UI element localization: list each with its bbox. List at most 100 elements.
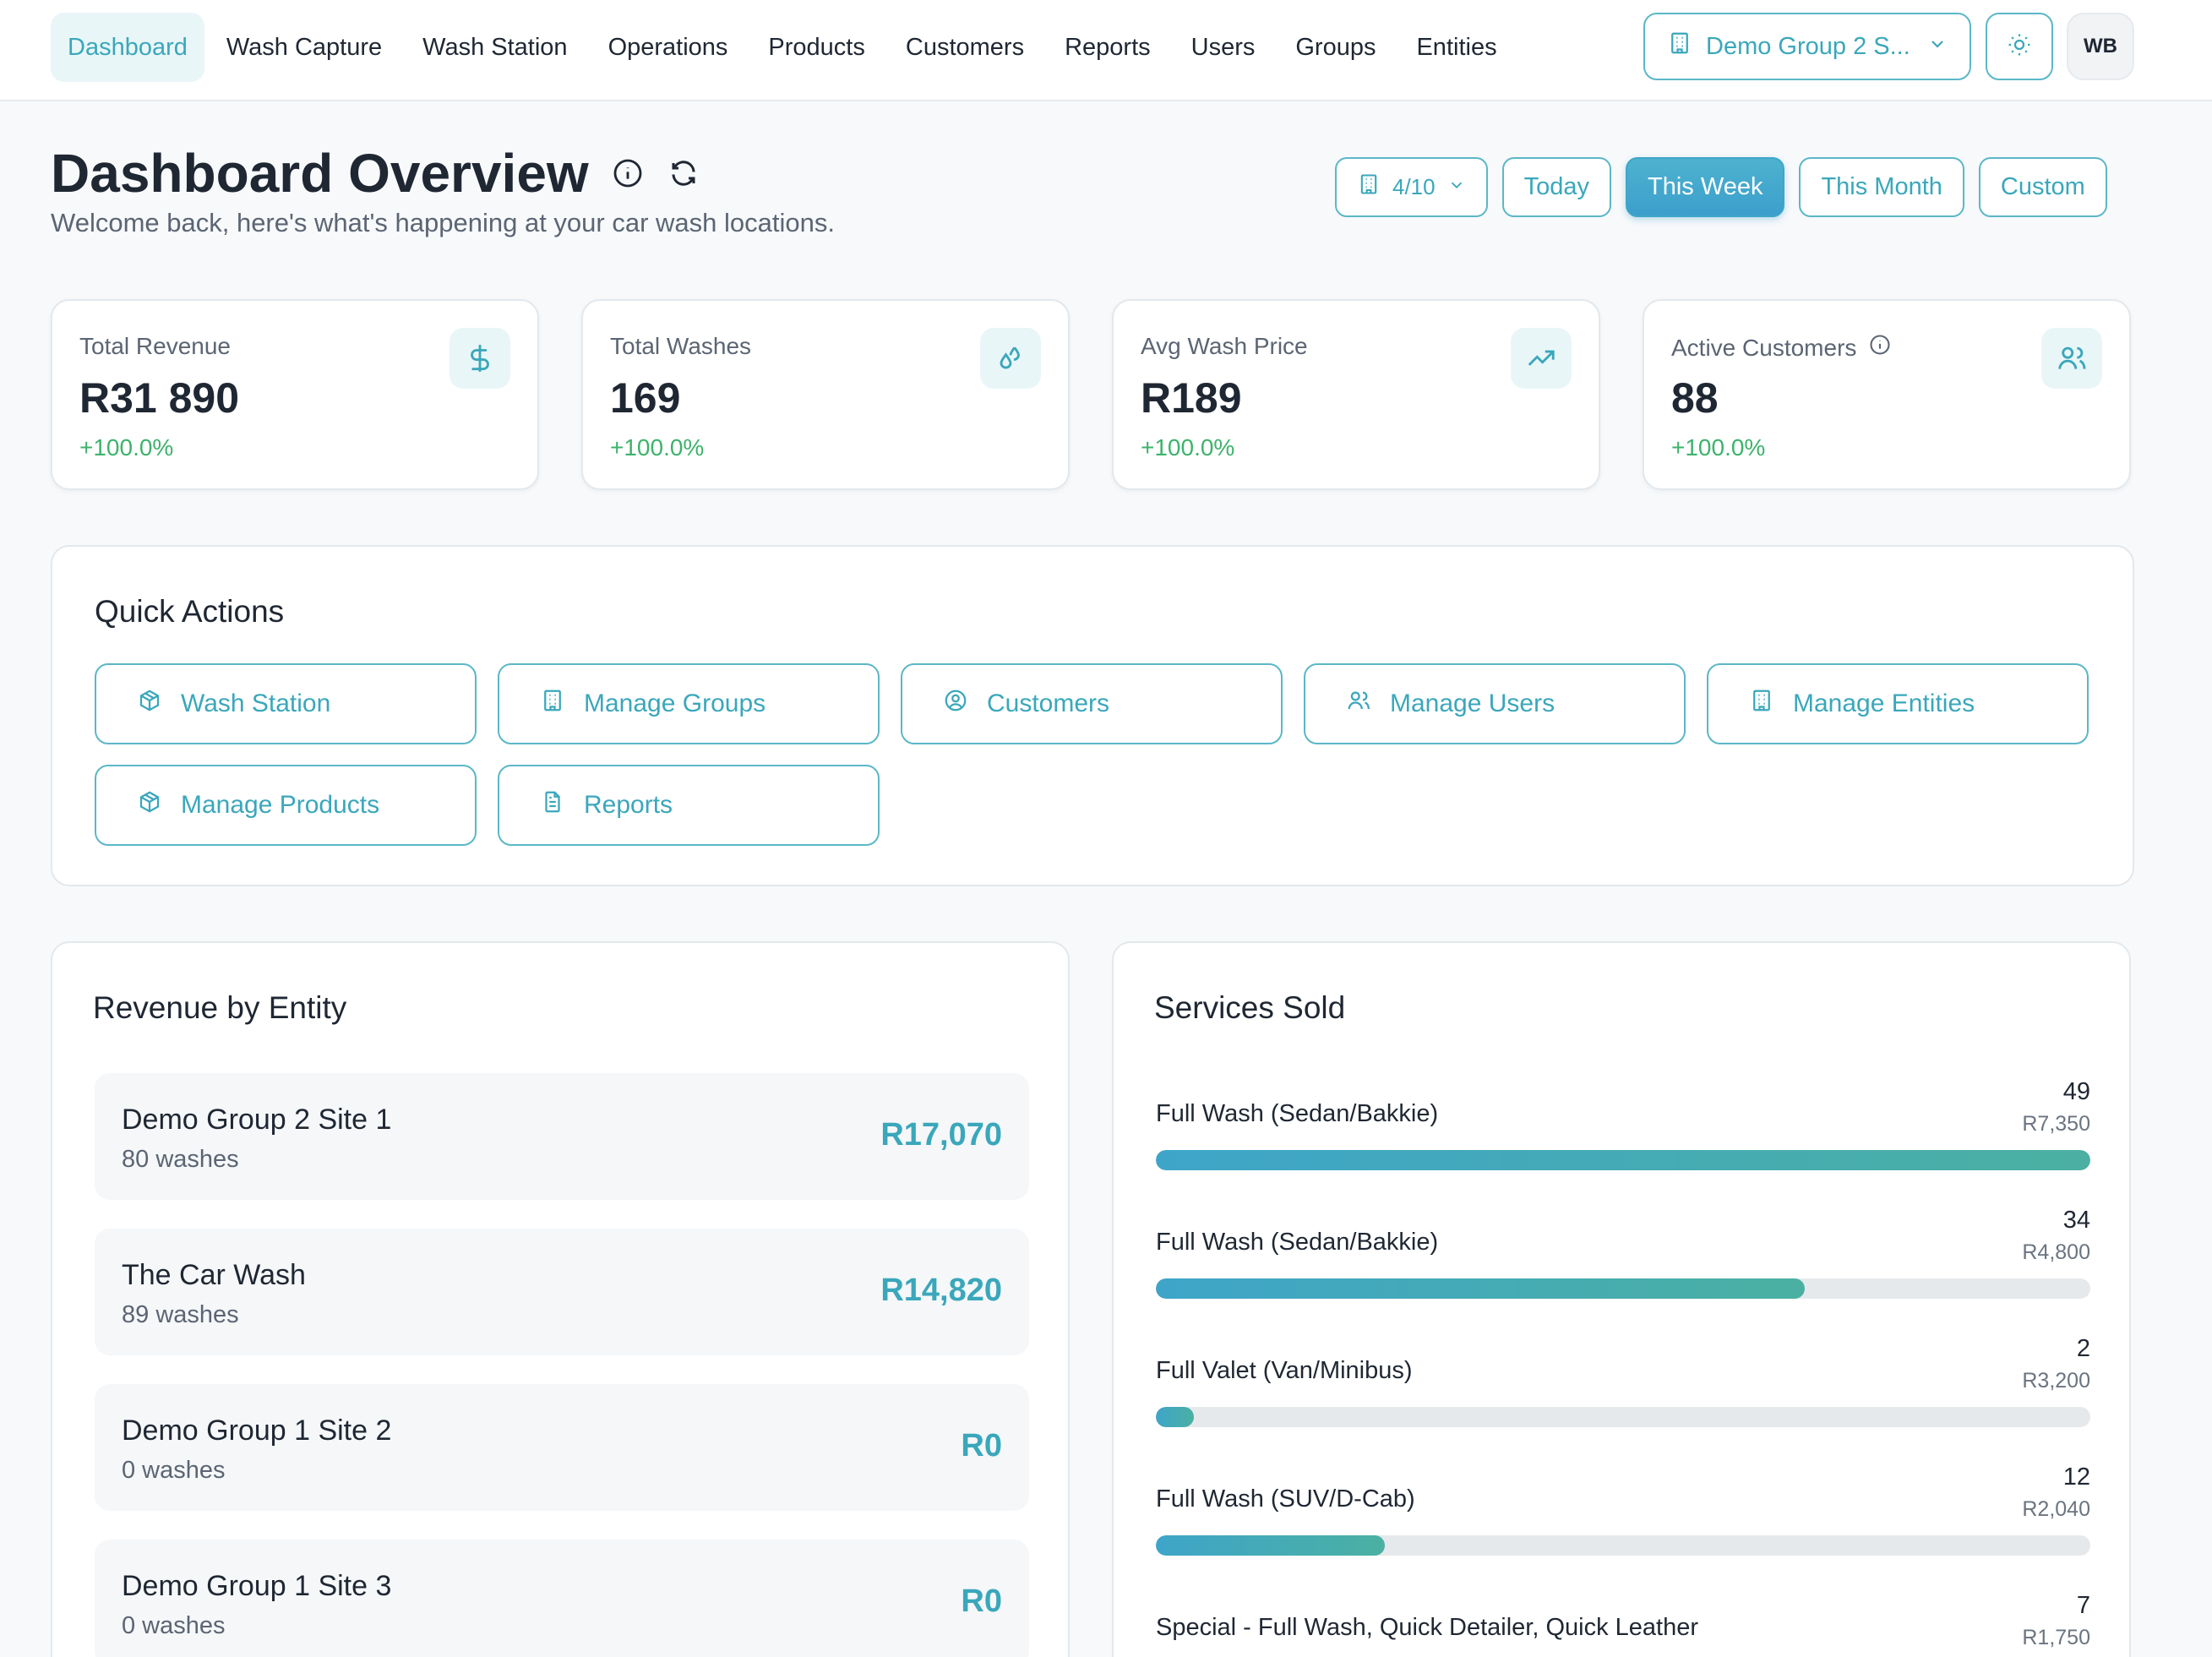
quick-action-manage-users[interactable]: Manage Users — [1304, 663, 1686, 744]
stat-change: +100.0% — [1671, 434, 1766, 461]
entity-washes: 89 washes — [122, 1301, 239, 1328]
service-progress-track — [1156, 1535, 2090, 1556]
entity-amount: R0 — [961, 1583, 1002, 1619]
service-progress-fill — [1156, 1535, 1385, 1556]
service-row: Full Wash (Sedan/Bakkie) 34 R4,800 — [1156, 1207, 2090, 1333]
stat-card-total-revenue: Total Revenue R31 890 +100.0% — [51, 299, 539, 490]
service-count: 49 — [2062, 1078, 2090, 1105]
services-sold-panel: Services Sold Full Wash (Sedan/Bakkie) 4… — [1112, 941, 2131, 1657]
quick-action-manage-entities[interactable]: Manage Entities — [1707, 663, 2089, 744]
group-select-label: Demo Group 2 S... — [1706, 32, 1910, 60]
entity-name: The Car Wash — [122, 1259, 306, 1291]
theme-toggle-button[interactable] — [1986, 13, 2053, 80]
service-count: 2 — [2076, 1335, 2090, 1362]
entity-count-label: 4/10 — [1392, 174, 1436, 199]
service-name: Full Wash (SUV/D-Cab) — [1156, 1485, 1415, 1513]
nav-item-users[interactable]: Users — [1190, 33, 1256, 61]
quick-action-manage-groups[interactable]: Manage Groups — [498, 663, 880, 744]
service-progress-track — [1156, 1150, 2090, 1170]
chevron-down-icon — [1447, 173, 1466, 201]
service-row: Full Wash (SUV/D-Cab) 12 R2,040 — [1156, 1464, 2090, 1590]
stat-card-avg-wash-price: Avg Wash Price R189 +100.0% — [1112, 299, 1600, 490]
top-navigation: Dashboard Wash Capture Wash Station Oper… — [0, 0, 2212, 101]
entity-washes: 80 washes — [122, 1146, 239, 1173]
nav-item-dashboard[interactable]: Dashboard — [51, 13, 204, 82]
entity-row[interactable]: The Car Wash 89 washes R14,820 — [95, 1229, 1029, 1355]
building-icon — [1749, 688, 1774, 720]
entity-amount: R17,070 — [880, 1117, 1002, 1153]
page-title: Dashboard Overview — [51, 143, 589, 204]
nav-item-wash-station[interactable]: Wash Station — [422, 33, 568, 61]
info-icon[interactable] — [1868, 333, 1892, 362]
nav-item-products[interactable]: Products — [768, 33, 865, 61]
range-today-button[interactable]: Today — [1501, 157, 1611, 217]
range-custom-button[interactable]: Custom — [1978, 157, 2107, 217]
stat-value: R189 — [1141, 374, 1242, 422]
service-name: Full Valet (Van/Minibus) — [1156, 1357, 1413, 1384]
quick-action-label: Manage Entities — [1793, 690, 1975, 717]
quick-action-label: Manage Users — [1390, 690, 1555, 717]
entity-washes: 0 washes — [122, 1612, 226, 1639]
service-amount: R1,750 — [2022, 1626, 2090, 1649]
entity-washes: 0 washes — [122, 1457, 226, 1484]
service-count: 7 — [2076, 1592, 2090, 1619]
refresh-icon[interactable] — [667, 156, 700, 190]
stat-label: Total Washes — [610, 333, 752, 359]
stat-value: 88 — [1671, 374, 1719, 422]
nav-item-operations[interactable]: Operations — [607, 33, 728, 61]
trending-up-icon — [1511, 328, 1572, 389]
entity-amount: R14,820 — [880, 1273, 1002, 1308]
service-row: Full Valet (Van/Minibus) 2 R3,200 — [1156, 1335, 2090, 1462]
chevron-down-icon — [1927, 33, 1948, 61]
quick-action-reports[interactable]: Reports — [498, 765, 880, 846]
building-icon — [1667, 30, 1692, 63]
quick-action-label: Customers — [987, 690, 1110, 717]
stat-change: +100.0% — [610, 434, 705, 461]
stat-change: +100.0% — [1141, 434, 1235, 461]
droplets-icon — [980, 328, 1041, 389]
nav-item-customers[interactable]: Customers — [905, 33, 1025, 61]
services-sold-title: Services Sold — [1154, 990, 1346, 1025]
info-icon[interactable] — [611, 156, 645, 190]
nav-item-entities[interactable]: Entities — [1416, 33, 1497, 61]
service-amount: R4,800 — [2022, 1240, 2090, 1264]
service-amount: R3,200 — [2022, 1369, 2090, 1393]
service-progress-track — [1156, 1407, 2090, 1427]
stat-value: 169 — [610, 374, 681, 422]
stat-label: Active Customers — [1671, 334, 1857, 361]
entity-count-select[interactable]: 4/10 — [1335, 157, 1488, 217]
stat-label-row: Active Customers — [1671, 333, 1892, 362]
file-icon — [540, 789, 565, 821]
building-icon — [1357, 172, 1381, 203]
stat-label: Total Revenue — [79, 333, 232, 359]
quick-action-label: Reports — [584, 791, 673, 819]
quick-action-label: Manage Groups — [584, 690, 766, 717]
dollar-icon — [449, 328, 510, 389]
stat-card-active-customers: Active Customers 88 +100.0% — [1643, 299, 2131, 490]
quick-action-customers[interactable]: Customers — [901, 663, 1283, 744]
users-icon — [1346, 688, 1371, 720]
entity-row[interactable]: Demo Group 2 Site 1 80 washes R17,070 — [95, 1073, 1029, 1200]
quick-action-wash-station[interactable]: Wash Station — [95, 663, 477, 744]
service-progress-fill — [1156, 1407, 1195, 1427]
range-this-week-button[interactable]: This Week — [1626, 157, 1785, 217]
avatar[interactable]: WB — [2067, 13, 2134, 80]
revenue-by-entity-title: Revenue by Entity — [93, 990, 347, 1025]
quick-action-manage-products[interactable]: Manage Products — [95, 765, 477, 846]
service-count: 34 — [2062, 1207, 2090, 1234]
box-icon — [137, 688, 162, 720]
service-count: 12 — [2062, 1464, 2090, 1491]
group-select[interactable]: Demo Group 2 S... — [1643, 13, 1971, 80]
stat-value: R31 890 — [79, 374, 240, 422]
date-range-bar: 4/10 Today This Week This Month Custom — [1335, 157, 2107, 217]
page-title-row: Dashboard Overview — [51, 142, 700, 204]
entity-row[interactable]: Demo Group 1 Site 3 0 washes R0 — [95, 1540, 1029, 1657]
nav-items: Dashboard Wash Capture Wash Station Oper… — [51, 13, 1519, 82]
entity-row[interactable]: Demo Group 1 Site 2 0 washes R0 — [95, 1384, 1029, 1511]
nav-item-groups[interactable]: Groups — [1295, 33, 1376, 61]
box-icon — [137, 789, 162, 821]
users-icon — [2041, 328, 2102, 389]
nav-item-wash-capture[interactable]: Wash Capture — [226, 33, 383, 61]
nav-item-reports[interactable]: Reports — [1065, 33, 1151, 61]
range-this-month-button[interactable]: This Month — [1799, 157, 1964, 217]
